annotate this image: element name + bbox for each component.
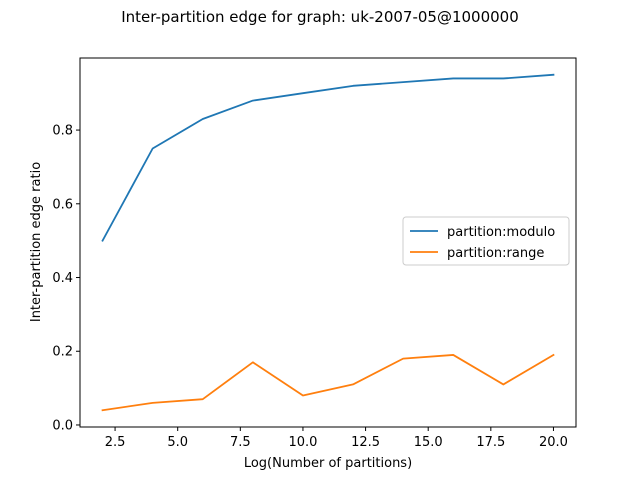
legend: partition:modulo partition:range — [402, 216, 570, 266]
x-tick-label: 10.0 — [288, 435, 317, 450]
y-tick-label: 0.6 — [52, 197, 73, 212]
y-tick-label: 0.2 — [52, 345, 73, 360]
chart-title: Inter-partition edge for graph: uk-2007-… — [121, 8, 519, 26]
legend-box — [402, 216, 570, 266]
y-tick-label: 0.4 — [52, 271, 73, 286]
x-tick-label: 17.5 — [476, 435, 505, 450]
y-tick-label: 0.0 — [52, 418, 73, 433]
x-axis-label: Log(Number of partitions) — [244, 456, 412, 471]
y-axis-label: Inter-partition edge ratio — [29, 162, 44, 322]
legend-label-1: partition:range — [447, 246, 544, 261]
y-tick-label: 0.8 — [52, 124, 73, 139]
x-tick-label: 2.5 — [105, 435, 126, 450]
x-tick-label: 7.5 — [230, 435, 251, 450]
legend-label-0: partition:modulo — [447, 225, 555, 240]
x-tick-label: 20.0 — [539, 435, 568, 450]
series-line-0 — [101, 73, 555, 242]
x-tick-label: 15.0 — [414, 435, 443, 450]
x-tick-label: 12.5 — [351, 435, 380, 450]
axes-frame — [79, 57, 577, 428]
series-line-1 — [101, 353, 555, 412]
x-tick-label: 5.0 — [167, 435, 188, 450]
plot-area: 2.5 5.0 7.5 10.0 12.5 15.0 17.5 20.0 0.0 0.2 0.4 0.… — [52, 57, 577, 450]
